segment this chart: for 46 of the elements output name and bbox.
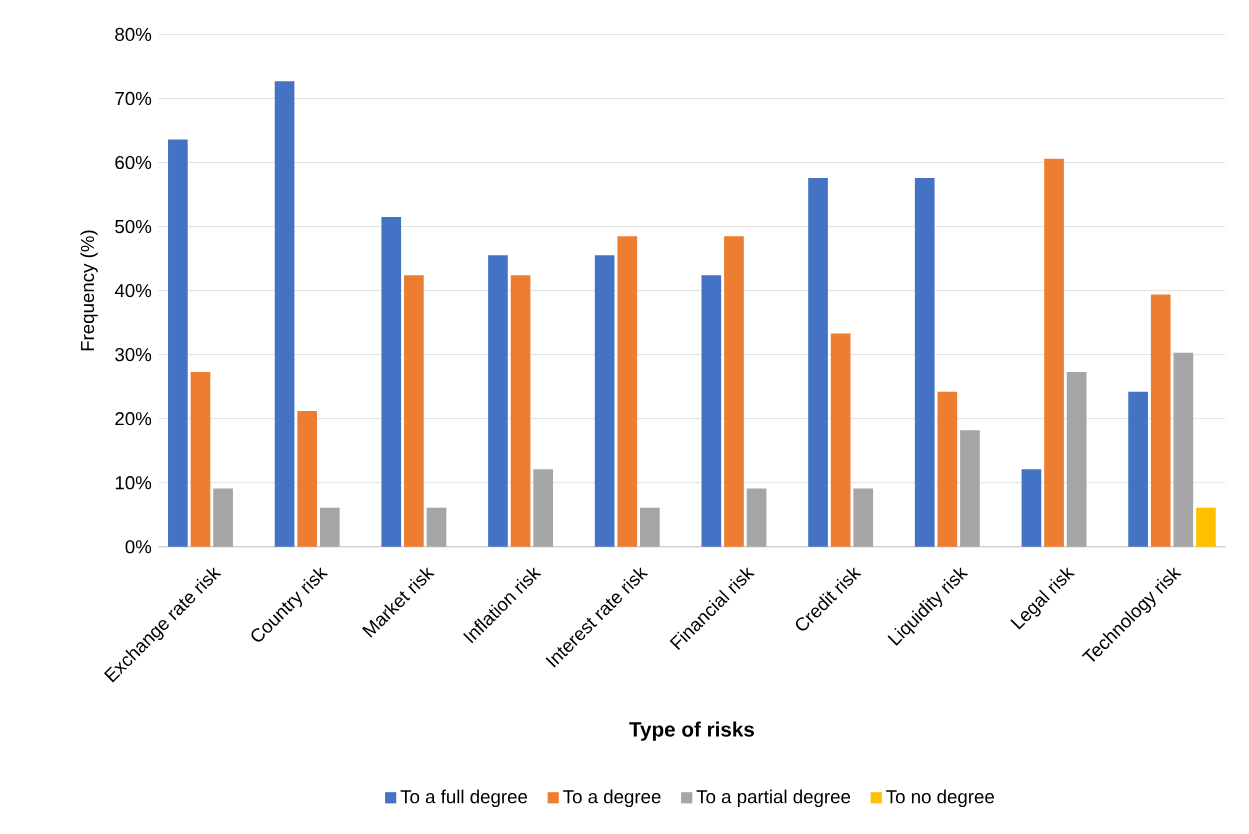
legend-label: To a degree [563,789,661,808]
bar [724,236,744,547]
bar [1044,158,1064,547]
bar [404,275,424,547]
bar [960,430,980,547]
bar [1150,294,1171,547]
bar [213,488,233,547]
y-tick-label: 0% [125,540,152,554]
bar [746,488,767,547]
legend-label: To no degree [886,789,994,808]
y-tick-label: 30% [115,348,152,362]
bar [914,177,935,547]
bar [1128,391,1148,547]
bar [701,275,722,547]
bar [830,333,851,547]
legend-label: To a full degree [400,789,528,808]
bar [808,177,828,547]
y-tick-label: 50% [115,219,152,234]
y-tick-label: 60% [115,155,152,170]
bar [533,469,554,547]
bar [168,139,188,547]
y-tick-label: 80% [115,27,152,42]
bar [297,411,318,547]
bar [594,255,615,547]
y-tick-label: 70% [115,91,152,106]
bar [1021,469,1042,547]
bar [853,488,874,547]
bar [510,275,531,547]
legend-label: To a partial degree [696,789,851,808]
bar [617,236,638,547]
bar [1196,507,1216,547]
bar [381,216,402,547]
bar [1173,352,1194,547]
y-tick-label: 20% [115,412,152,426]
x-axis-title: Type of risks [629,721,754,741]
bar [190,371,211,547]
bar [319,507,340,547]
y-tick-label: 10% [115,476,152,490]
y-tick-label: 40% [114,284,152,298]
bar [937,391,958,547]
bar [426,507,447,547]
bar [274,81,295,547]
bar [488,255,508,547]
y-axis-title: Frequency (%) [80,230,98,351]
bar [1066,371,1087,547]
bar [640,507,660,547]
